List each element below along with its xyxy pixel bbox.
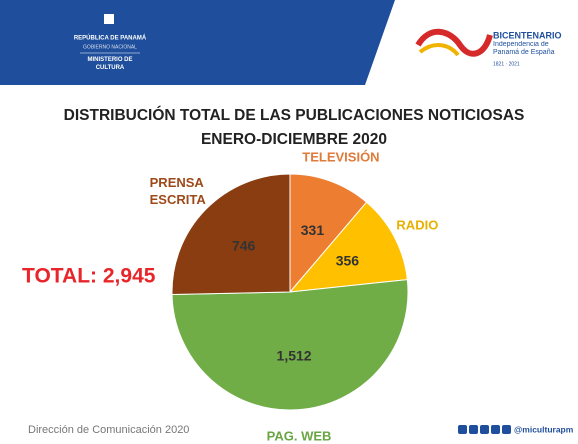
- value-label: 331: [301, 222, 325, 238]
- category-label: PRENSA ESCRITA: [149, 175, 206, 208]
- category-label: PAG. WEB: [266, 428, 332, 444]
- pie-slice: [171, 173, 291, 295]
- value-label: 746: [232, 237, 256, 253]
- country: REPÚBLICA DE PANAMÁ: [74, 35, 147, 42]
- logo-subtitle: Independencia de Panamá de España: [493, 41, 555, 56]
- logo-subtitle-box: Independencia de Panamá de España: [493, 41, 555, 56]
- pie: 331 356 1,512 746: [171, 173, 409, 411]
- pie-slice: [171, 279, 409, 411]
- footer-right: @miculturapm: [514, 424, 574, 434]
- government: GOBIERNO NACIONAL: [83, 44, 137, 50]
- logo-years: 1821 · 2021: [493, 61, 520, 67]
- chart-title: DISTRIBUCIÓN TOTAL DE LAS PUBLICACIONES …: [64, 106, 525, 124]
- chart-subtitle: ENERO-DICIEMBRE 2020: [201, 131, 387, 148]
- logo-mark: [418, 43, 460, 57]
- footer-left: Dirección de Comunicación 2020: [28, 424, 189, 436]
- logo-mark: [415, 28, 493, 57]
- ministry-box: MINISTERIO DE CULTURA: [87, 57, 133, 71]
- logo-title: BICENTENARIO: [493, 30, 562, 40]
- category-label: RADIO: [396, 217, 439, 233]
- flag: [104, 14, 114, 24]
- social-icons: [458, 425, 511, 434]
- header-band: [0, 0, 395, 85]
- category-label: TELEVISIÓN: [302, 149, 380, 165]
- pie-slice: [289, 173, 368, 294]
- total-annotation: TOTAL: 2,945: [22, 265, 156, 288]
- value-label: 1,512: [277, 347, 312, 363]
- ministry: MINISTERIO DE CULTURA: [87, 57, 133, 71]
- pie-slice: [288, 201, 408, 293]
- value-label: 356: [336, 252, 360, 268]
